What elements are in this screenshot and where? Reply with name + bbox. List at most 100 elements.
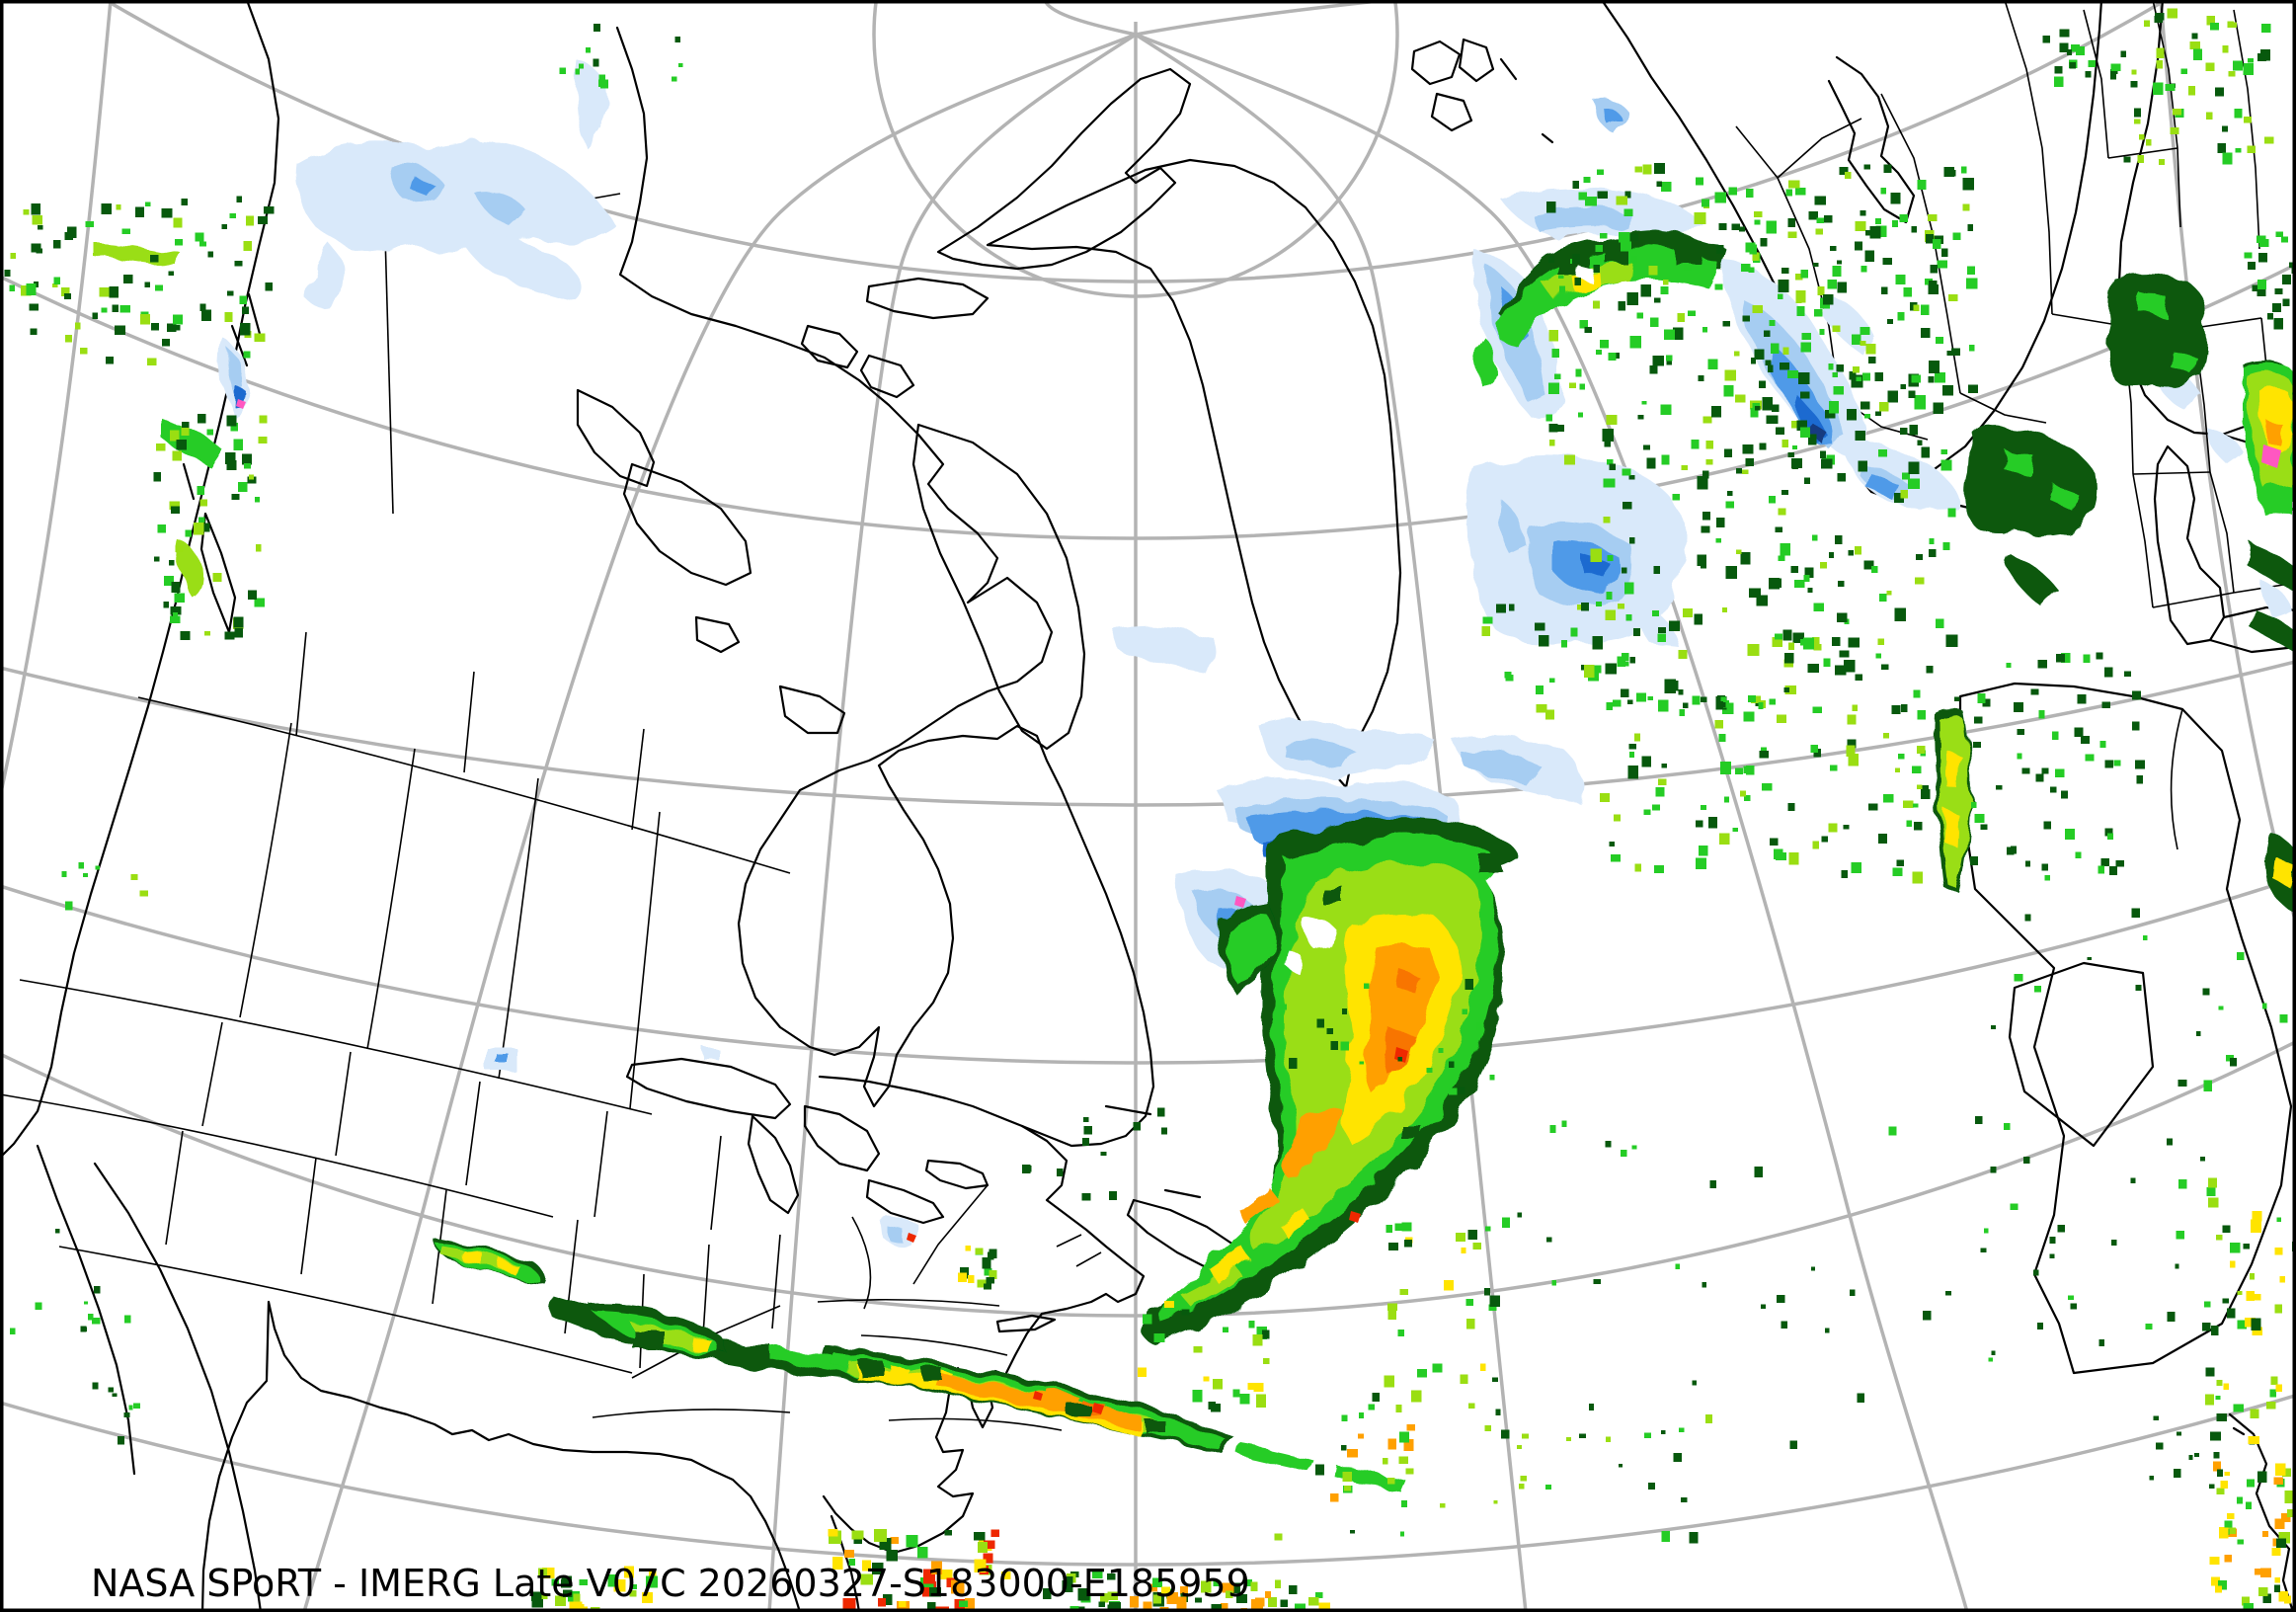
precip-speck xyxy=(1603,478,1616,488)
precip-speck xyxy=(561,1579,572,1588)
precip-speck xyxy=(1816,217,1824,223)
precip-speck xyxy=(1813,748,1821,758)
precip-speck xyxy=(1081,1192,1091,1201)
precip-speck xyxy=(174,239,184,246)
precip-speck xyxy=(1627,766,1639,779)
precip-speck xyxy=(1107,1604,1121,1612)
precip-speck xyxy=(1223,1327,1228,1332)
precip-speck xyxy=(1584,327,1592,333)
precip-speck xyxy=(2170,126,2179,134)
precip-speck xyxy=(2057,1225,2066,1233)
precip-speck xyxy=(958,1600,968,1608)
precip-speck xyxy=(1899,213,1909,222)
precip-speck xyxy=(1775,526,1783,532)
precip-speck xyxy=(1761,1304,1766,1310)
precip-speck xyxy=(2282,1468,2291,1477)
precip-speck xyxy=(1599,233,1608,239)
precip-speck xyxy=(2251,1318,2261,1330)
precip-speck xyxy=(1924,278,1933,285)
precip-speck xyxy=(1769,319,1776,326)
precip-speck xyxy=(1192,1389,1203,1403)
precip-speck xyxy=(2257,1471,2267,1484)
precip-speck xyxy=(2080,735,2091,745)
precip-speck xyxy=(1274,1579,1282,1588)
precip-speck xyxy=(2203,1080,2213,1091)
precip-speck xyxy=(2257,253,2267,263)
precip-speck xyxy=(1475,1021,1482,1030)
precip-red xyxy=(907,1047,1408,1414)
precip-speck xyxy=(2123,671,2131,677)
precip-speck xyxy=(1855,241,1862,251)
precip-speck xyxy=(2236,1496,2244,1504)
precip-speck xyxy=(1232,1389,1240,1398)
precip-speck xyxy=(1647,1482,1655,1490)
precip-speck xyxy=(1100,1593,1109,1603)
precip-speck xyxy=(1770,343,1780,354)
precip-speck xyxy=(1401,1222,1412,1232)
precip-speck xyxy=(2278,1531,2290,1544)
precip-speck xyxy=(1709,1180,1716,1188)
precip-speck xyxy=(1917,179,1927,190)
precip-speck xyxy=(551,1578,559,1586)
precip-speck xyxy=(1856,376,1862,382)
precip-speck xyxy=(1908,478,1921,490)
precip-speck xyxy=(181,426,190,436)
precip-speck xyxy=(1316,1018,1324,1028)
precip-speck xyxy=(1916,745,1926,755)
precip-speck xyxy=(1609,463,1616,470)
precip-speck xyxy=(1682,607,1694,617)
precip-speck xyxy=(983,1553,993,1564)
precip-speck xyxy=(247,476,257,484)
precip-speck xyxy=(2206,112,2213,121)
precip-speck xyxy=(1798,372,1810,385)
precip-speck xyxy=(1841,870,1849,878)
precip-speck xyxy=(1350,1529,1355,1534)
precip-speck xyxy=(1628,233,1638,241)
precip-speck xyxy=(1561,1120,1567,1127)
precip-speck xyxy=(1777,293,1783,300)
precip-speck xyxy=(1926,234,1935,244)
precip-speck xyxy=(2246,1291,2255,1301)
precip-speck xyxy=(1724,369,1737,381)
precip-speck xyxy=(265,282,273,291)
precip-speck xyxy=(1221,1603,1228,1609)
precip-speck xyxy=(1836,260,1842,265)
precip-speck xyxy=(2210,1326,2219,1335)
precip-speck xyxy=(1397,1330,1404,1336)
precip-speck xyxy=(2235,147,2242,153)
precip-speck xyxy=(1799,427,1810,439)
precip-speck xyxy=(245,215,254,226)
precip-speck xyxy=(212,573,222,583)
precip-speck xyxy=(1787,452,1795,457)
precip-speck xyxy=(150,254,159,263)
precip-speck xyxy=(1902,800,1914,808)
precip-speck xyxy=(1860,209,1866,216)
precip-speck xyxy=(1574,278,1581,286)
precip-speck xyxy=(67,226,77,239)
precip-speck xyxy=(1619,232,1630,243)
precip-speck xyxy=(1834,665,1847,676)
precip-speck xyxy=(1747,644,1760,656)
precip-speck xyxy=(1742,315,1750,322)
precip-speck xyxy=(264,206,275,214)
precip-speck xyxy=(139,890,148,897)
precip-speck xyxy=(1878,833,1888,844)
precip-speck xyxy=(1783,686,1789,693)
precip-speck xyxy=(1961,166,1967,174)
precip-speck xyxy=(1634,166,1643,173)
precip-speck xyxy=(1098,1601,1105,1607)
precip-speck xyxy=(1913,689,1921,698)
precip-speck xyxy=(2136,775,2143,784)
precip-speck xyxy=(2131,908,2140,918)
precip-speck xyxy=(2227,1308,2236,1319)
precip-speck xyxy=(2237,952,2245,960)
precip-speck xyxy=(1795,290,1806,303)
precip-speck xyxy=(163,601,170,608)
precip-speck xyxy=(1652,356,1664,366)
precip-speck xyxy=(1212,1379,1223,1390)
precip-speck xyxy=(1917,784,1923,789)
precip-speck xyxy=(2222,44,2229,53)
precip-speck xyxy=(2173,109,2182,116)
precip-speck xyxy=(2156,1442,2164,1450)
precip-speck xyxy=(1491,1377,1498,1383)
